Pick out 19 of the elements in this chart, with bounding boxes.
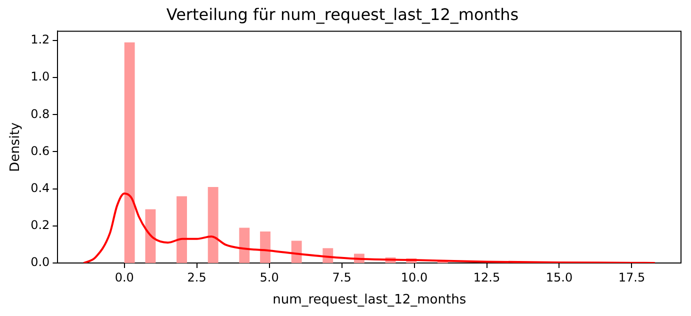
x-tick-label: 15.0 (546, 270, 573, 284)
chart-title: Verteilung für num_request_last_12_months (166, 4, 519, 24)
x-tick-label: 17.5 (618, 270, 646, 284)
y-tick-label: 0.8 (30, 106, 50, 121)
y-tick-label: 0.6 (30, 144, 50, 158)
x-tick-label: 0.0 (114, 270, 134, 284)
y-tick-label: 0.2 (30, 218, 50, 232)
x-tick-label: 2.5 (187, 270, 206, 284)
y-tick-label: 0.0 (30, 255, 50, 270)
x-tick-label: 5.0 (260, 270, 279, 284)
y-tick-label: 1.2 (30, 32, 50, 47)
y-tick-label: 1.0 (30, 70, 50, 84)
x-tick-label: 7.5 (332, 270, 352, 284)
y-tick-label: 0.4 (30, 180, 50, 195)
line-series (82, 192, 656, 263)
x-tick-label: 12.5 (473, 270, 500, 284)
y-axis-title: Density (8, 122, 24, 172)
x-tick-label: 10.0 (400, 270, 428, 284)
x-axis-title: num_request_last_12_months (272, 292, 466, 308)
